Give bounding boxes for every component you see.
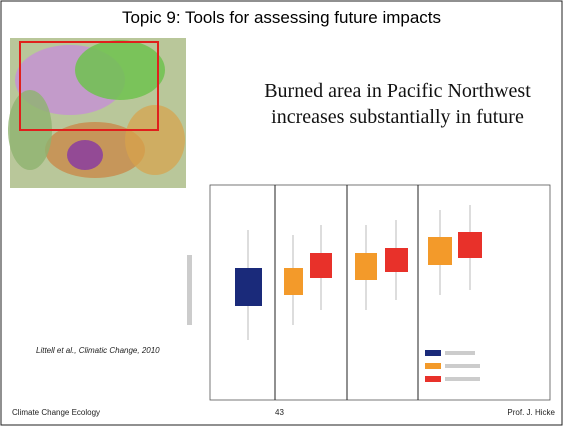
page-number: 43: [275, 408, 284, 417]
map-image: [8, 38, 186, 188]
slide-title: Topic 9: Tools for assessing future impa…: [0, 8, 563, 28]
chart-image: [187, 185, 550, 400]
body-text: Burned area in Pacific Northwest increas…: [195, 78, 563, 130]
slide: Topic 9: Tools for assessing future impa…: [0, 0, 563, 426]
footer-left: Climate Change Ecology: [12, 408, 100, 417]
slide-graphics: [0, 0, 563, 426]
body-line: Burned area in Pacific Northwest: [195, 78, 563, 104]
footer-right: Prof. J. Hicke: [507, 408, 555, 417]
citation: Littell et al., Climatic Change, 2010: [36, 346, 160, 355]
body-line: increases substantially in future: [195, 104, 563, 130]
